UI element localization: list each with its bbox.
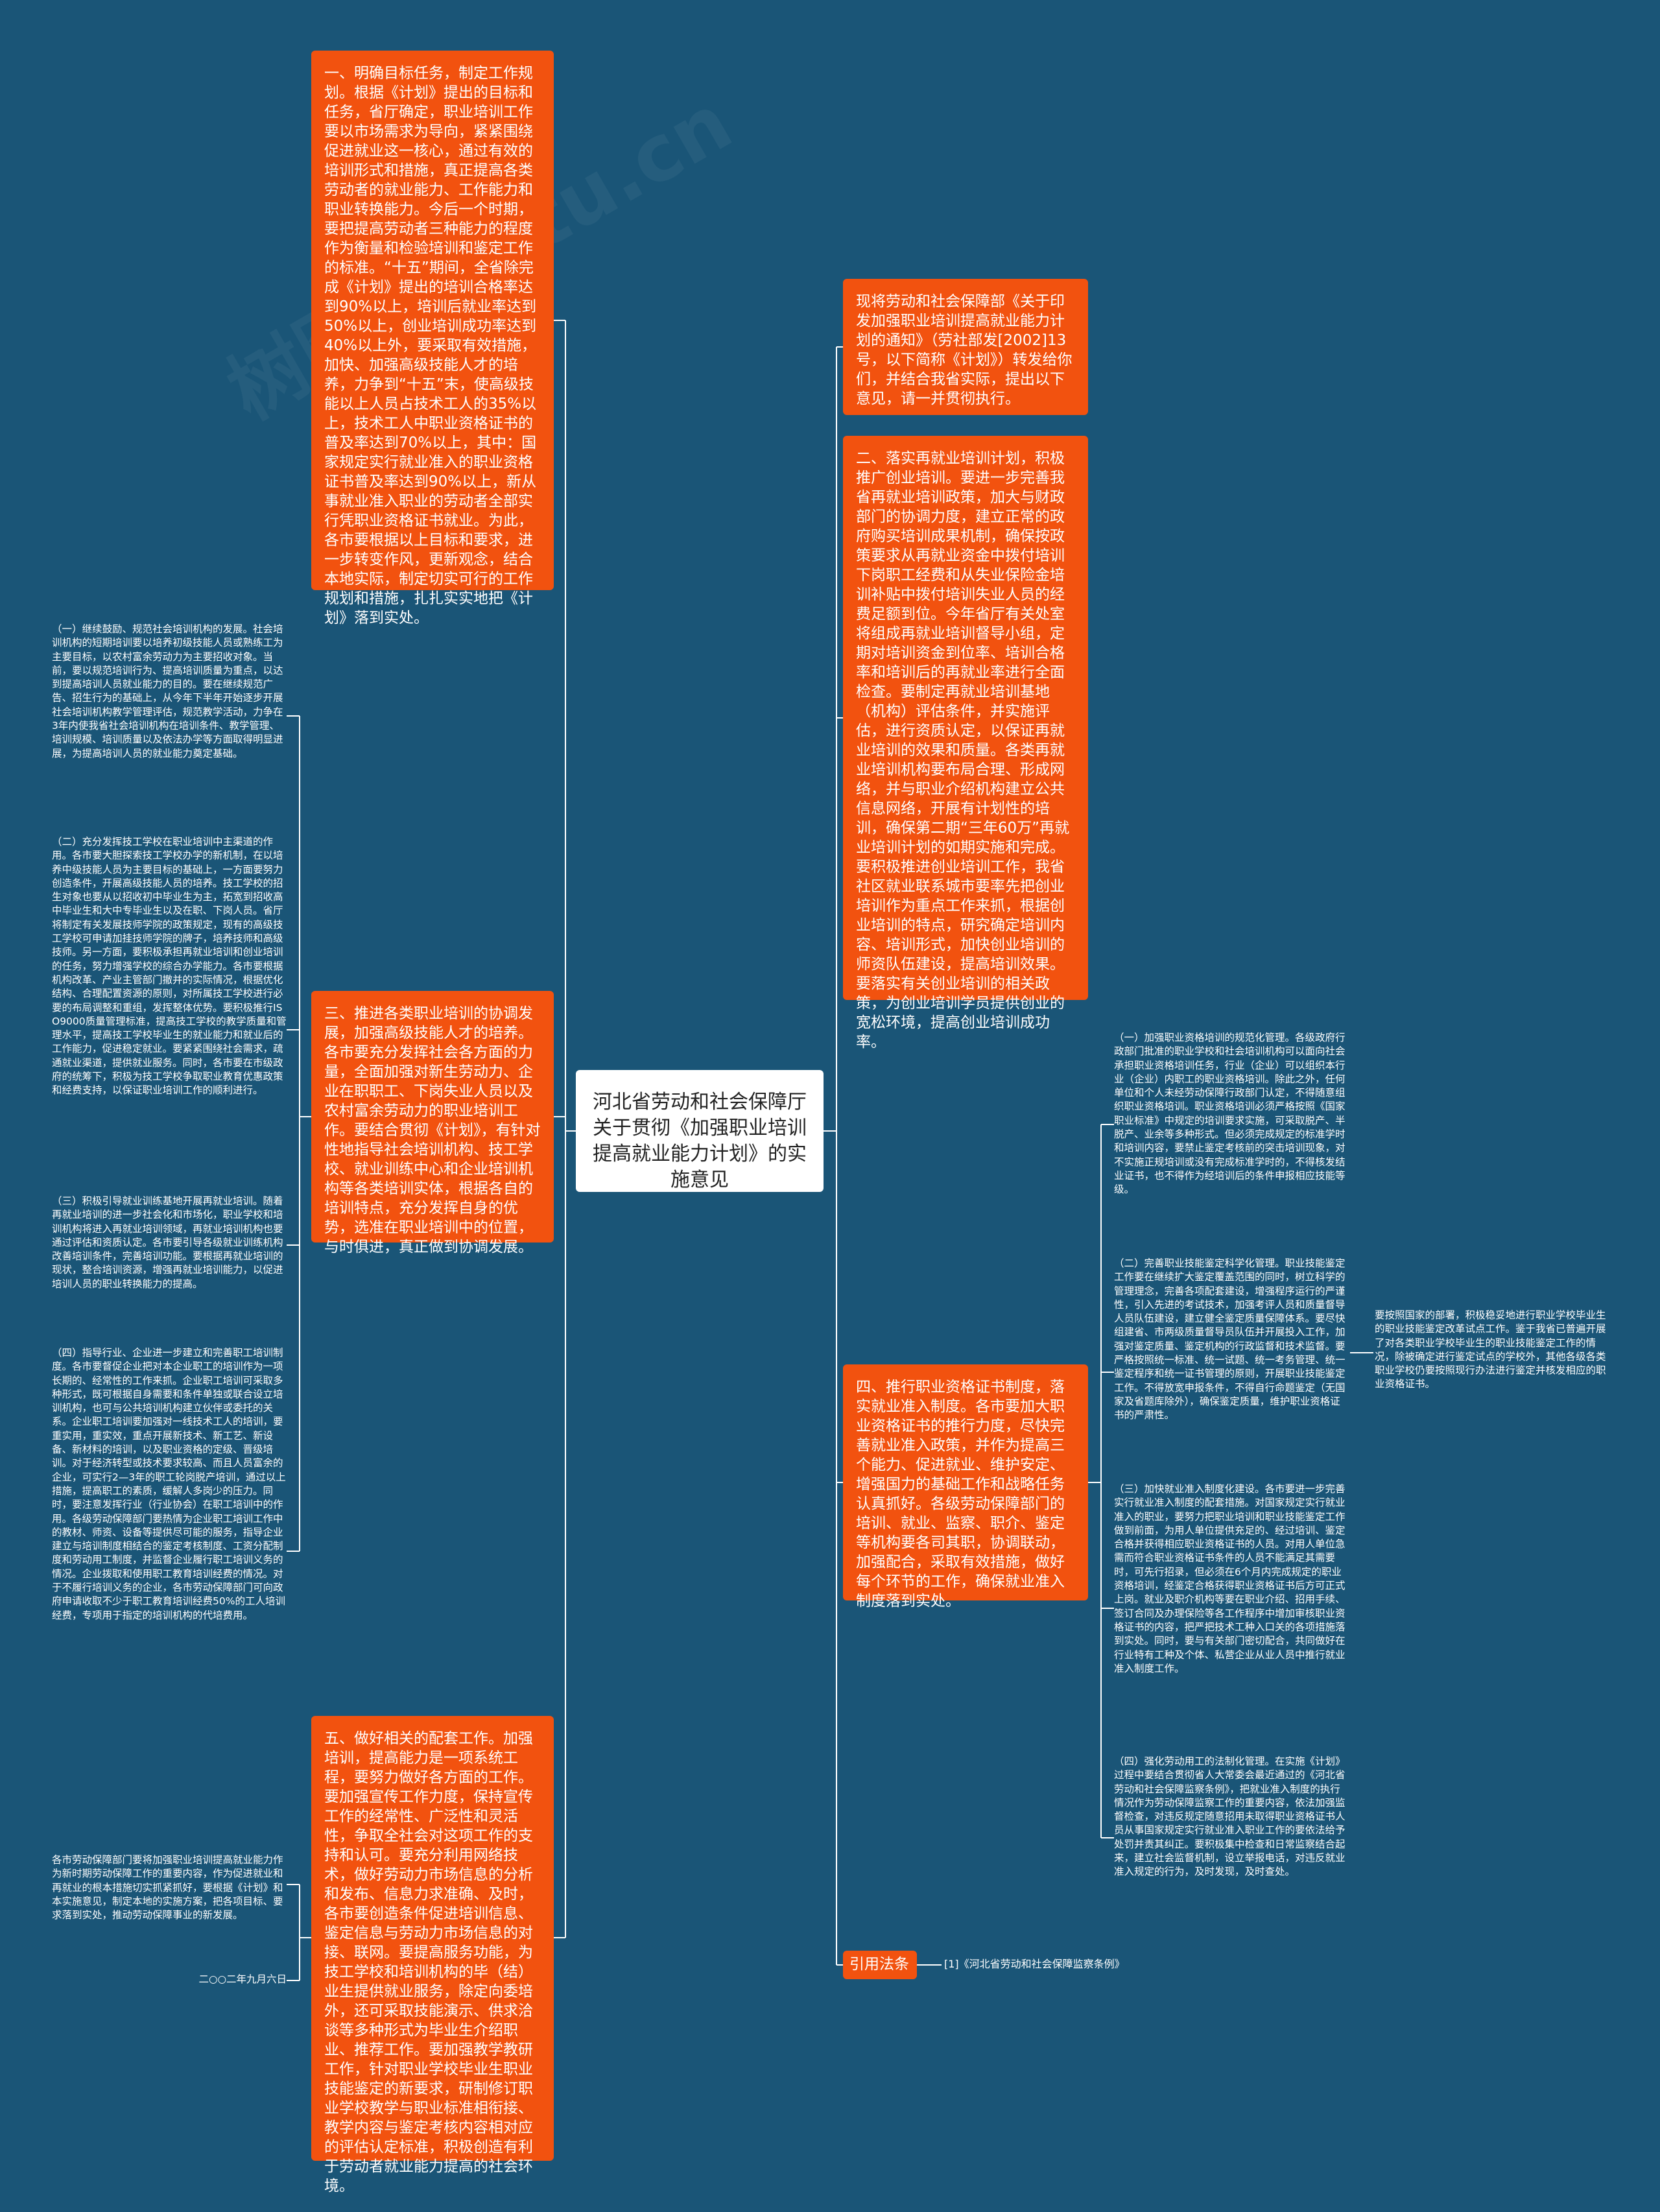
leaf-4-3: （三）加快就业准入制度化建设。各市要进一步完善实行就业准入制度的配套措施。对国家… [1114, 1483, 1346, 1674]
node-intro[interactable]: 现将劳动和社会保障部《关于印发加强职业培训提高就业能力计划的通知》（劳社部发[2… [843, 279, 1088, 415]
node-section-5[interactable]: 五、做好相关的配套工作。加强培训，提高能力是一项系统工程，要努力做好各方面的工作… [311, 1716, 554, 2194]
node-reference-label[interactable]: 引用法条 [843, 1951, 917, 1979]
leaf-4-2-1: 要按照国家的部署，积极稳妥地进行职业学校毕业生的职业技能鉴定改革试点工作。鉴于我… [1375, 1309, 1606, 1390]
node-section-3[interactable]: 三、推进各类职业培训的协调发展，加强高级技能人才的培养。各市要充分发挥社会各方面… [311, 991, 554, 1255]
leaf-4-2: （二）完善职业技能鉴定科学化管理。职业技能鉴定工作要在继续扩大鉴定覆盖范围的同时… [1114, 1257, 1346, 1421]
leaf-4-1: （一）加强职业资格培训的规范化管理。各级政府行政部门批准的职业学校和社会培训机构… [1114, 1032, 1346, 1196]
node-section-4[interactable]: 四、推行职业资格证书制度，落实就业准入制度。各市要加大职业资格证书的推行力度，尽… [843, 1364, 1088, 1610]
leaf-4-4: （四）强化劳动用工的法制化管理。在实施《计划》过程中要结合贯彻省人大常委会最近通… [1114, 1755, 1346, 1878]
reference-item[interactable]: [1]《河北省劳动和社会保障监察条例》 [944, 1958, 1125, 1970]
leaf-3-4: （四）指导行业、企业进一步建立和完善职工培训制度。各市要督促企业把对本企业职工的… [52, 1347, 286, 1621]
leaf-3-3: （三）积极引导就业训练基地开展再就业培训。随着再就业培训的进一步社会化和市场化，… [52, 1195, 283, 1290]
node-section-1[interactable]: 一、明确目标任务，制定工作规划。根据《计划》提出的目标和任务，省厅确定，职业培训… [311, 51, 554, 626]
leaf-5-2: 二○○二年九月六日 [198, 1973, 287, 1985]
leaf-5-1: 各市劳动保障部门要将加强职业培训提高就业能力作为新时期劳动保障工作的重要内容，作… [52, 1854, 283, 1921]
leaf-3-1: （一）继续鼓励、规范社会培训机构的发展。社会培训机构的短期培训要以培养初级技能人… [52, 623, 283, 759]
node-section-2[interactable]: 二、落实再就业培训计划，积极推广创业培训。要进一步完善我省再就业培训政策，加大与… [843, 436, 1088, 1051]
leaf-3-2: （二）充分发挥技工学校在职业培训中主渠道的作用。各市要大胆探索技工学校办学的新机… [52, 836, 287, 1097]
root-topic[interactable]: 河北省劳动和社会保障厅关于贯彻《加强职业培训提高就业能力计划》的实施意见 [576, 1070, 824, 1192]
